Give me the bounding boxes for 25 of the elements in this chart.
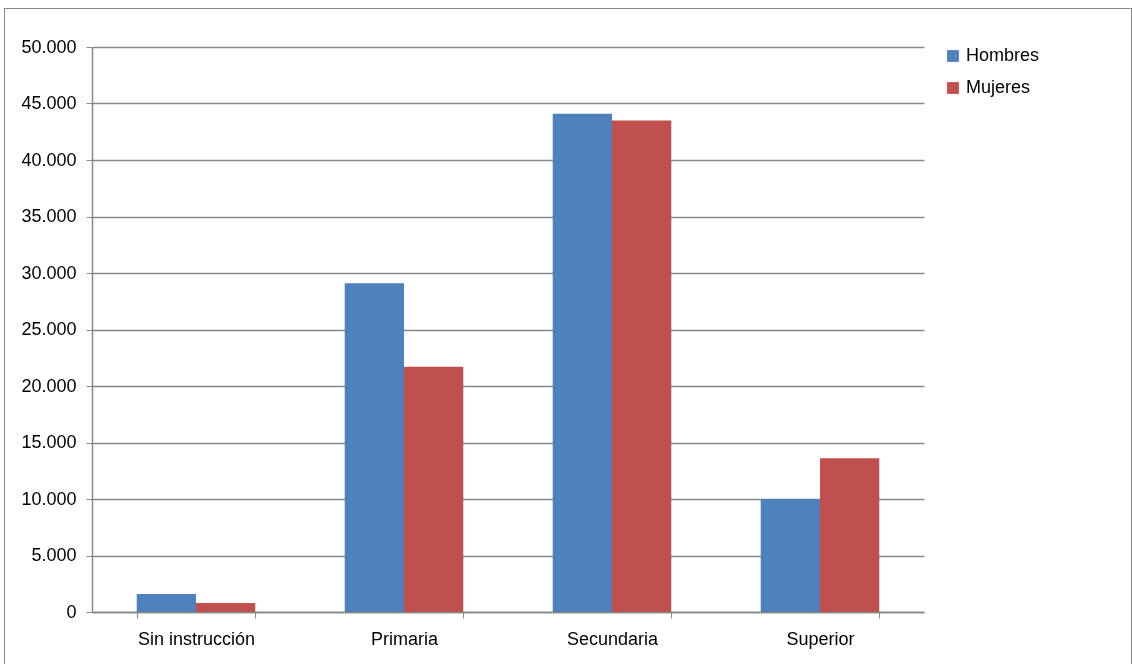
bar xyxy=(404,366,464,612)
bar xyxy=(820,458,880,612)
y-tick-label: 10.000 xyxy=(21,488,77,509)
y-tick-label: 0 xyxy=(66,601,77,622)
y-tick-label: 5.000 xyxy=(31,545,77,565)
bar xyxy=(196,602,256,612)
legend-label: Mujeres xyxy=(966,77,1031,97)
y-tick-label: 25.000 xyxy=(21,319,77,339)
y-tick-label: 45.000 xyxy=(21,93,77,113)
bar xyxy=(612,120,672,612)
y-tick-label: 15.000 xyxy=(21,432,77,452)
bar xyxy=(344,283,404,612)
x-tick-label: Secundaria xyxy=(566,628,660,649)
y-tick-label: 40.000 xyxy=(21,149,77,170)
legend-label: Hombres xyxy=(966,45,1040,65)
y-tick-label: 20.000 xyxy=(21,375,77,396)
bar xyxy=(552,113,612,612)
y-tick-label: 50.000 xyxy=(21,36,77,57)
x-tick-label: Superior xyxy=(786,628,855,649)
x-tick-label: Primaria xyxy=(370,628,439,649)
y-tick-label: 35.000 xyxy=(21,206,77,226)
bar xyxy=(136,593,196,612)
bar xyxy=(760,499,820,612)
y-tick-label: 30.000 xyxy=(21,262,77,283)
x-tick-label: Sin instrucción xyxy=(137,628,256,649)
